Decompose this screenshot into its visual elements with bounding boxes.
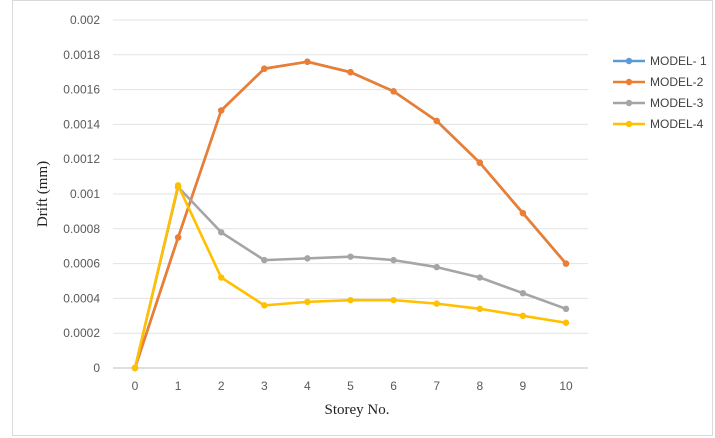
data-point	[131, 364, 139, 372]
series-line	[133, 60, 567, 369]
data-point	[390, 256, 397, 264]
y-tick-label: 0.0012	[63, 152, 100, 166]
legend-marker	[625, 78, 633, 86]
legend-item: MODEL-2	[613, 75, 704, 89]
y-tick-label: 0.0016	[63, 83, 100, 97]
y-tick-label: 0.0008	[63, 222, 100, 236]
x-tick-label: 5	[347, 379, 354, 393]
y-tick-label: 0.0006	[63, 257, 100, 271]
data-point	[347, 69, 354, 76]
data-point	[218, 107, 225, 114]
legend: MODEL- 1 MODEL-2 MODEL-3 MODEL-4	[613, 54, 707, 131]
data-point	[433, 300, 440, 307]
x-tick-label: 7	[433, 379, 440, 393]
data-point	[218, 229, 225, 236]
x-tick-label: 2	[218, 379, 225, 393]
y-tick-labels: 0 0.0002 0.0004 0.0006 0.0008 0.001 0.0012 0.00…	[63, 13, 100, 375]
data-point	[390, 88, 397, 95]
legend-label: MODEL- 1	[650, 54, 707, 68]
data-point	[304, 58, 311, 65]
data-point	[390, 296, 397, 304]
series-line	[133, 60, 567, 369]
data-point	[174, 182, 182, 189]
x-tick-label: 0	[132, 379, 139, 393]
legend-marker	[625, 57, 633, 65]
data-point	[304, 298, 311, 306]
legend-marker	[625, 120, 633, 128]
y-tick-label: 0.0002	[63, 326, 100, 340]
legend-item: MODEL-4	[613, 117, 704, 131]
data-point	[433, 263, 440, 271]
data-point	[519, 209, 527, 217]
data-point	[261, 65, 268, 72]
data-point	[174, 234, 182, 241]
legend-label: MODEL-4	[650, 117, 704, 131]
y-tick-label: 0.0004	[63, 291, 100, 305]
x-axis-label: Storey No.	[325, 402, 390, 418]
x-tick-label: 8	[476, 379, 483, 393]
data-point	[476, 305, 483, 313]
y-tick-label: 0.0018	[63, 48, 100, 62]
data-point	[218, 274, 225, 281]
legend-item: MODEL-3	[613, 96, 704, 110]
y-axis-label: Drift (mm)	[35, 161, 51, 227]
x-tick-label: 6	[390, 379, 397, 393]
data-point	[562, 260, 570, 267]
legend-label: MODEL-2	[650, 75, 704, 89]
x-tick-label: 9	[520, 379, 527, 393]
data-point	[261, 302, 268, 309]
x-tick-label: 10	[559, 379, 573, 393]
y-tick-label: 0.0014	[63, 117, 100, 131]
data-point	[347, 253, 354, 260]
series-lines	[131, 58, 570, 372]
gridlines	[113, 19, 588, 369]
y-tick-label: 0.002	[70, 13, 100, 27]
data-point	[476, 159, 483, 166]
data-point	[261, 256, 268, 264]
y-tick-label: 0	[93, 361, 100, 375]
legend-label: MODEL-3	[650, 96, 704, 110]
x-tick-labels: 0 1 2 3 4 5 6 7 8 9 10	[132, 379, 573, 393]
data-point	[562, 305, 570, 313]
legend-marker	[625, 99, 633, 107]
chart-frame	[12, 0, 713, 436]
series-2	[131, 58, 570, 372]
series-4	[131, 182, 570, 372]
data-point	[519, 312, 527, 319]
data-point	[519, 289, 527, 297]
series-3	[131, 183, 570, 372]
x-tick-label: 4	[304, 379, 311, 393]
series-line	[133, 185, 567, 369]
x-tick-label: 3	[261, 379, 268, 393]
data-point	[433, 117, 440, 125]
data-point	[304, 255, 311, 262]
legend-item: MODEL- 1	[613, 54, 707, 68]
series-line	[133, 184, 567, 369]
y-tick-label: 0.001	[70, 187, 100, 201]
data-point	[347, 296, 354, 304]
x-tick-label: 1	[175, 379, 182, 393]
series-1	[131, 58, 570, 372]
data-point	[562, 319, 570, 326]
data-point	[476, 274, 483, 281]
